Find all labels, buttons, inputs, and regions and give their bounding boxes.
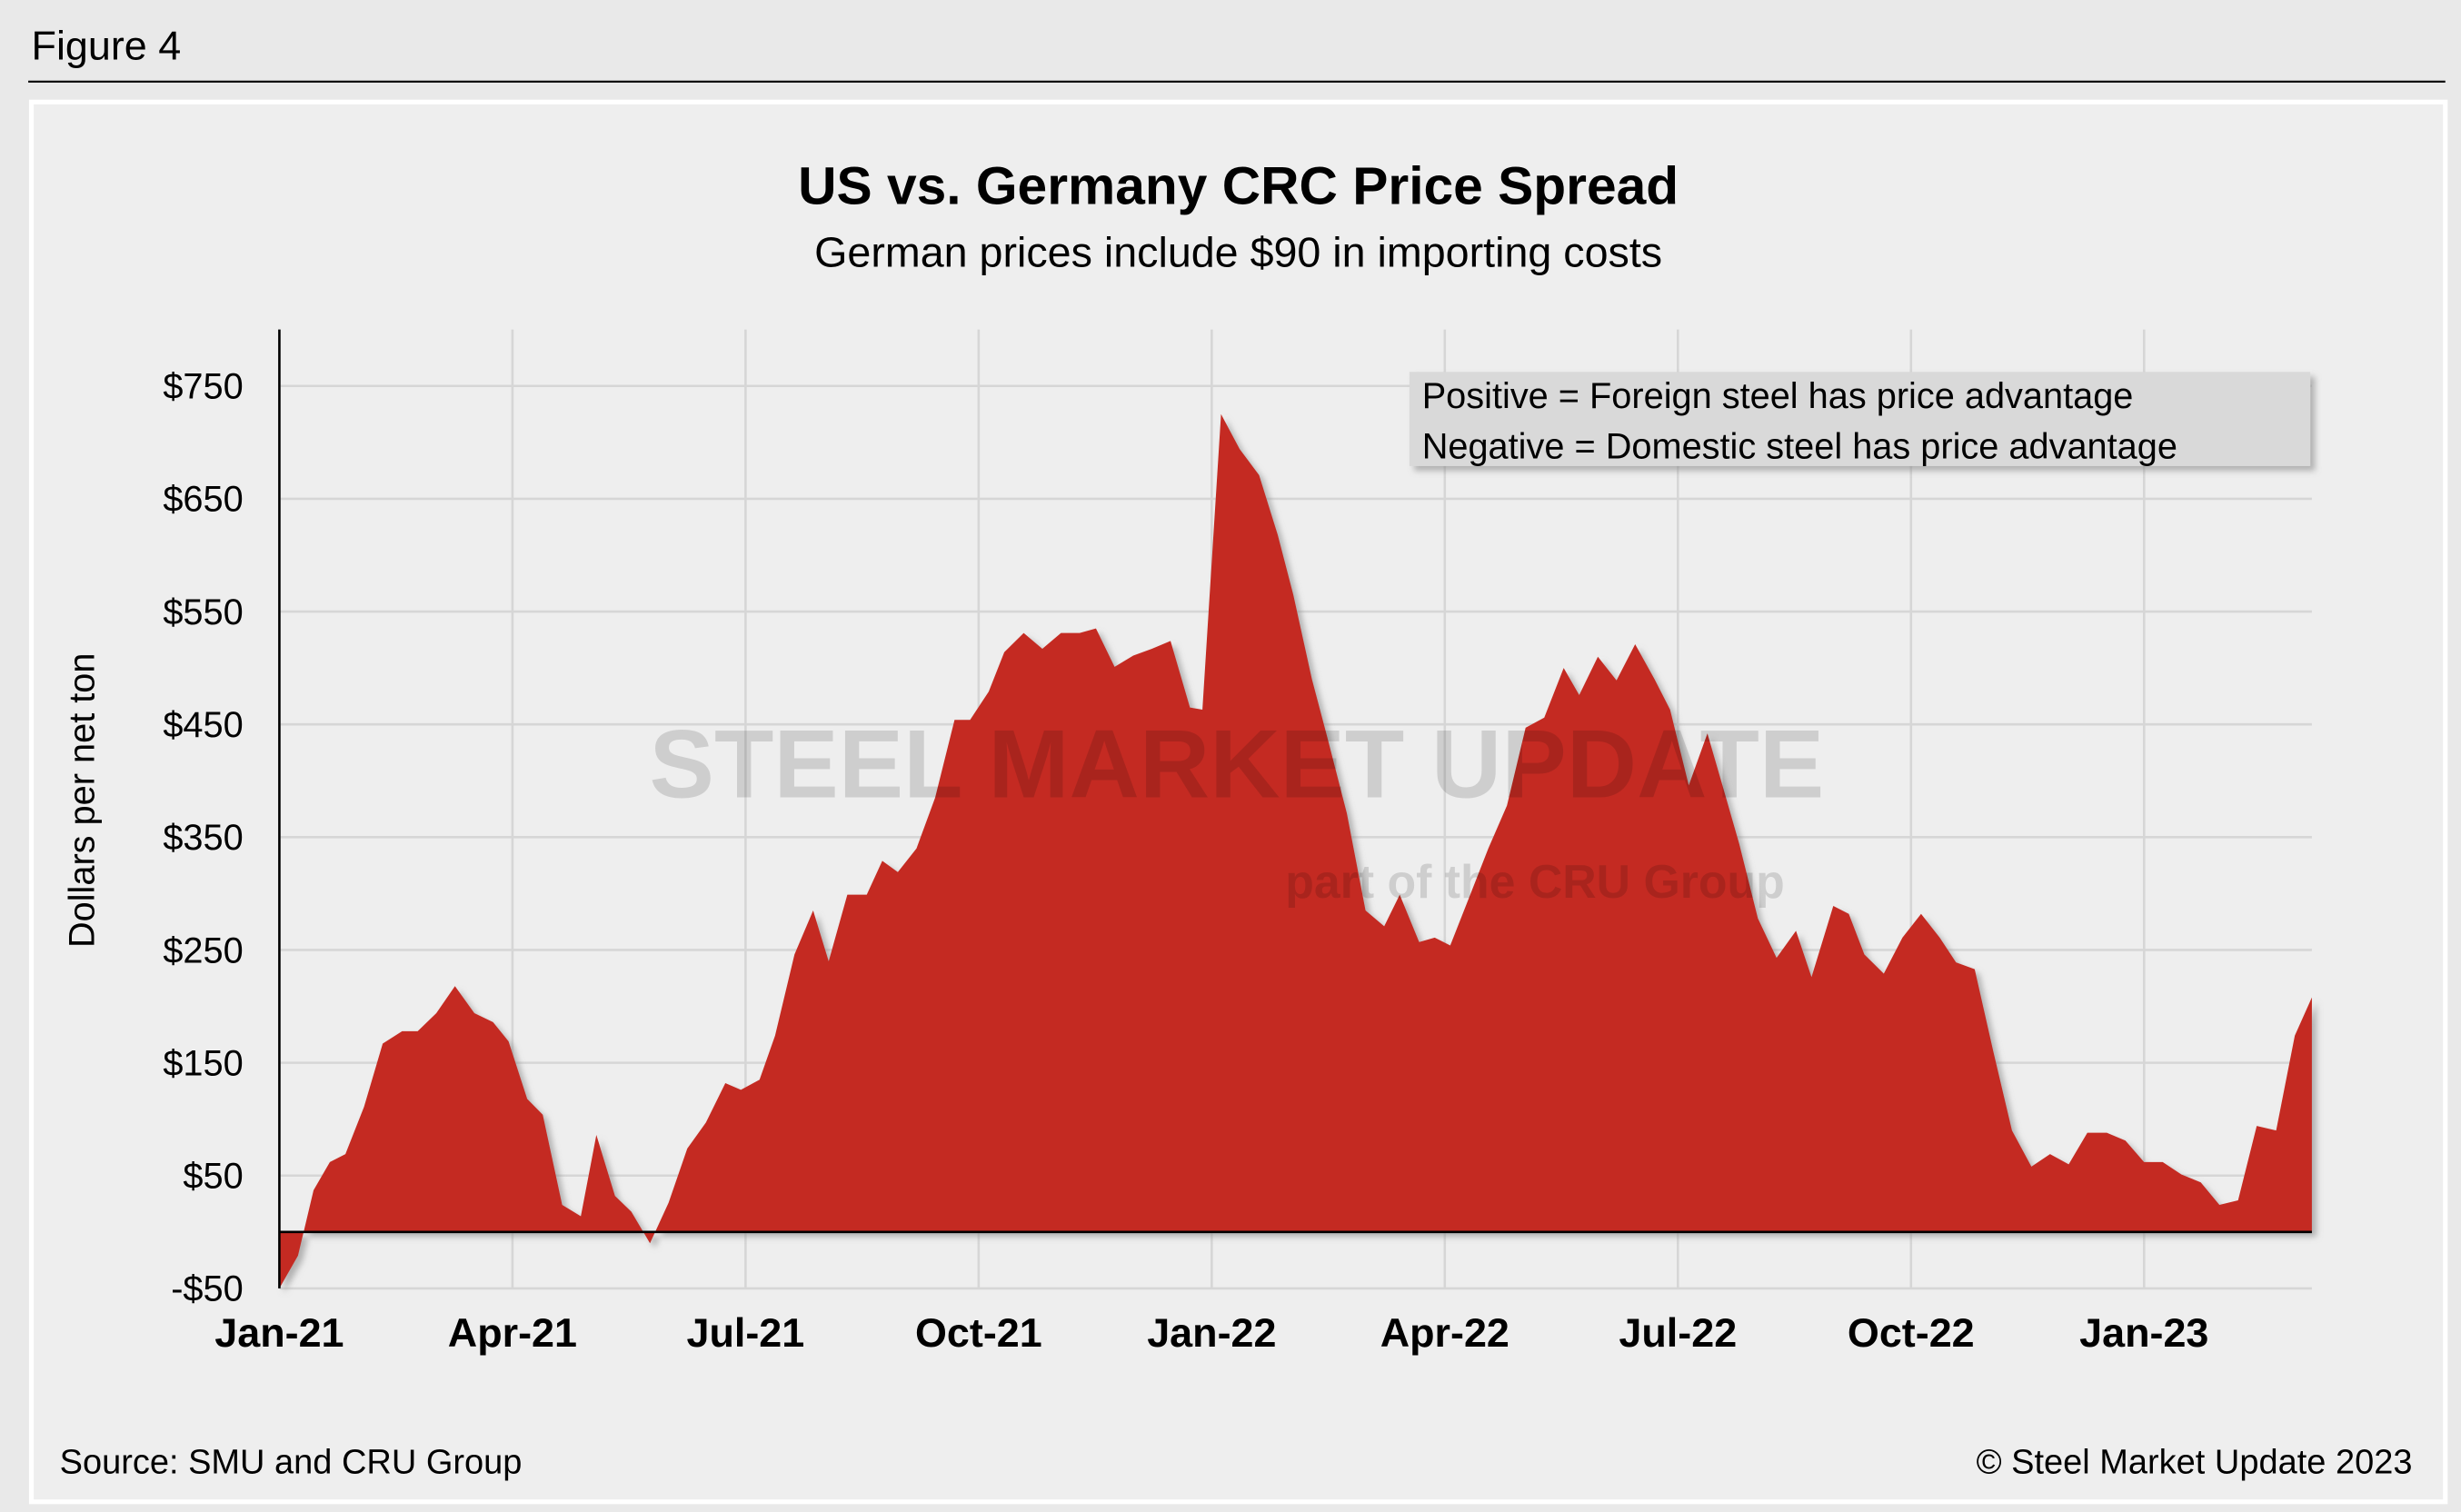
watermark: STEEL MARKET UPDATE part of the CRU Grou… (650, 709, 1825, 908)
y-tick-label: $550 (163, 592, 243, 632)
annotation: Negative = Domestic steel has price adva… (1422, 426, 2177, 466)
x-tick-label: Oct-21 (915, 1309, 1042, 1356)
annotation: Positive = Foreign steel has price advan… (1422, 376, 2134, 416)
chart-title: US vs. Germany CRC Price Spread (798, 157, 1679, 216)
copyright: © Steel Market Update 2023 (1977, 1444, 2413, 1482)
y-tick-label: $450 (163, 705, 243, 745)
chart-subtitle: German prices include $90 in importing c… (814, 229, 1662, 276)
y-tick-label: $350 (163, 818, 243, 858)
source: Source: SMU and CRU Group (60, 1444, 523, 1482)
watermark-text: part of the CRU Group (1285, 855, 1785, 908)
x-tick-label: Jan-23 (2079, 1309, 2208, 1356)
y-axis-label: Dollars per net ton (63, 653, 103, 949)
x-tick-label: Jul-21 (687, 1309, 805, 1356)
y-tick-label: $250 (163, 930, 243, 970)
y-tick-label: $150 (163, 1043, 243, 1083)
y-tick-label: $650 (163, 480, 243, 520)
annotation-box (1409, 372, 2311, 466)
figure-label: Figure 4 (32, 23, 182, 69)
y-tick-label: $50 (183, 1157, 243, 1197)
x-tick-label: Jul-22 (1619, 1309, 1737, 1356)
y-tick-label: -$50 (171, 1269, 244, 1309)
x-tick-label: Jan-21 (214, 1309, 344, 1356)
x-tick-label: Oct-22 (1848, 1309, 1975, 1356)
watermark-text: STEEL MARKET UPDATE (650, 709, 1825, 818)
plot (278, 329, 2312, 1288)
y-tick-label: $750 (163, 367, 243, 407)
x-tick-label: Apr-21 (448, 1309, 577, 1356)
area (279, 413, 2312, 1288)
x-tick-label: Apr-22 (1380, 1309, 1509, 1356)
x-tick-label: Jan-22 (1147, 1309, 1276, 1356)
